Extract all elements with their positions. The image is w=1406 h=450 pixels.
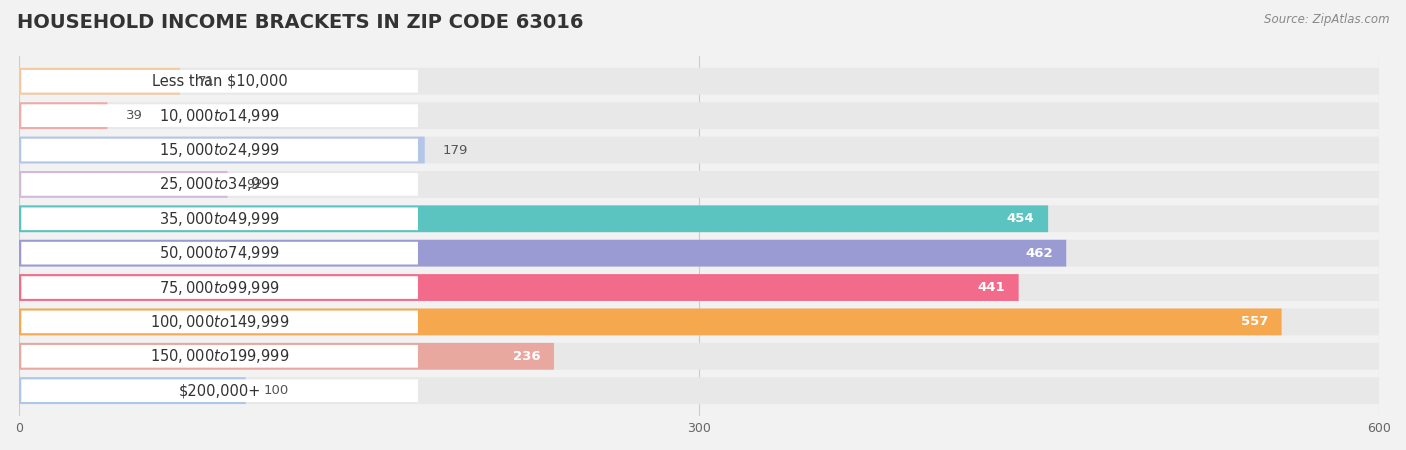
FancyBboxPatch shape: [21, 207, 418, 230]
Text: HOUSEHOLD INCOME BRACKETS IN ZIP CODE 63016: HOUSEHOLD INCOME BRACKETS IN ZIP CODE 63…: [17, 14, 583, 32]
FancyBboxPatch shape: [21, 310, 418, 333]
Text: $75,000 to $99,999: $75,000 to $99,999: [159, 279, 280, 297]
Text: $150,000 to $199,999: $150,000 to $199,999: [150, 347, 290, 365]
FancyBboxPatch shape: [20, 274, 1379, 301]
FancyBboxPatch shape: [20, 309, 1282, 335]
Text: $35,000 to $49,999: $35,000 to $49,999: [159, 210, 280, 228]
FancyBboxPatch shape: [20, 68, 180, 94]
Text: $25,000 to $34,999: $25,000 to $34,999: [159, 176, 280, 194]
FancyBboxPatch shape: [20, 171, 228, 198]
Text: $200,000+: $200,000+: [179, 383, 260, 398]
Text: $15,000 to $24,999: $15,000 to $24,999: [159, 141, 280, 159]
FancyBboxPatch shape: [20, 171, 1379, 198]
Text: 71: 71: [198, 75, 215, 88]
Text: 557: 557: [1240, 315, 1268, 328]
FancyBboxPatch shape: [20, 102, 107, 129]
FancyBboxPatch shape: [20, 240, 1379, 266]
Text: Source: ZipAtlas.com: Source: ZipAtlas.com: [1264, 14, 1389, 27]
Text: 100: 100: [264, 384, 290, 397]
FancyBboxPatch shape: [20, 309, 1379, 335]
Text: 462: 462: [1025, 247, 1053, 260]
Text: $10,000 to $14,999: $10,000 to $14,999: [159, 107, 280, 125]
FancyBboxPatch shape: [20, 274, 1018, 301]
Text: 454: 454: [1007, 212, 1035, 225]
FancyBboxPatch shape: [20, 205, 1379, 232]
Text: $100,000 to $149,999: $100,000 to $149,999: [150, 313, 290, 331]
FancyBboxPatch shape: [21, 173, 418, 196]
Text: 92: 92: [246, 178, 263, 191]
Text: Less than $10,000: Less than $10,000: [152, 74, 287, 89]
FancyBboxPatch shape: [21, 139, 418, 162]
FancyBboxPatch shape: [21, 379, 418, 402]
Text: 39: 39: [125, 109, 142, 122]
FancyBboxPatch shape: [20, 377, 246, 404]
FancyBboxPatch shape: [21, 70, 418, 93]
Text: 441: 441: [977, 281, 1005, 294]
FancyBboxPatch shape: [20, 343, 554, 370]
FancyBboxPatch shape: [20, 137, 425, 163]
FancyBboxPatch shape: [20, 68, 1379, 94]
FancyBboxPatch shape: [20, 377, 1379, 404]
FancyBboxPatch shape: [21, 104, 418, 127]
FancyBboxPatch shape: [21, 345, 418, 368]
FancyBboxPatch shape: [21, 276, 418, 299]
Text: 179: 179: [443, 144, 468, 157]
FancyBboxPatch shape: [20, 102, 1379, 129]
FancyBboxPatch shape: [20, 240, 1066, 266]
FancyBboxPatch shape: [20, 137, 1379, 163]
FancyBboxPatch shape: [20, 343, 1379, 370]
Text: 236: 236: [513, 350, 540, 363]
Text: $50,000 to $74,999: $50,000 to $74,999: [159, 244, 280, 262]
FancyBboxPatch shape: [20, 205, 1047, 232]
FancyBboxPatch shape: [21, 242, 418, 265]
